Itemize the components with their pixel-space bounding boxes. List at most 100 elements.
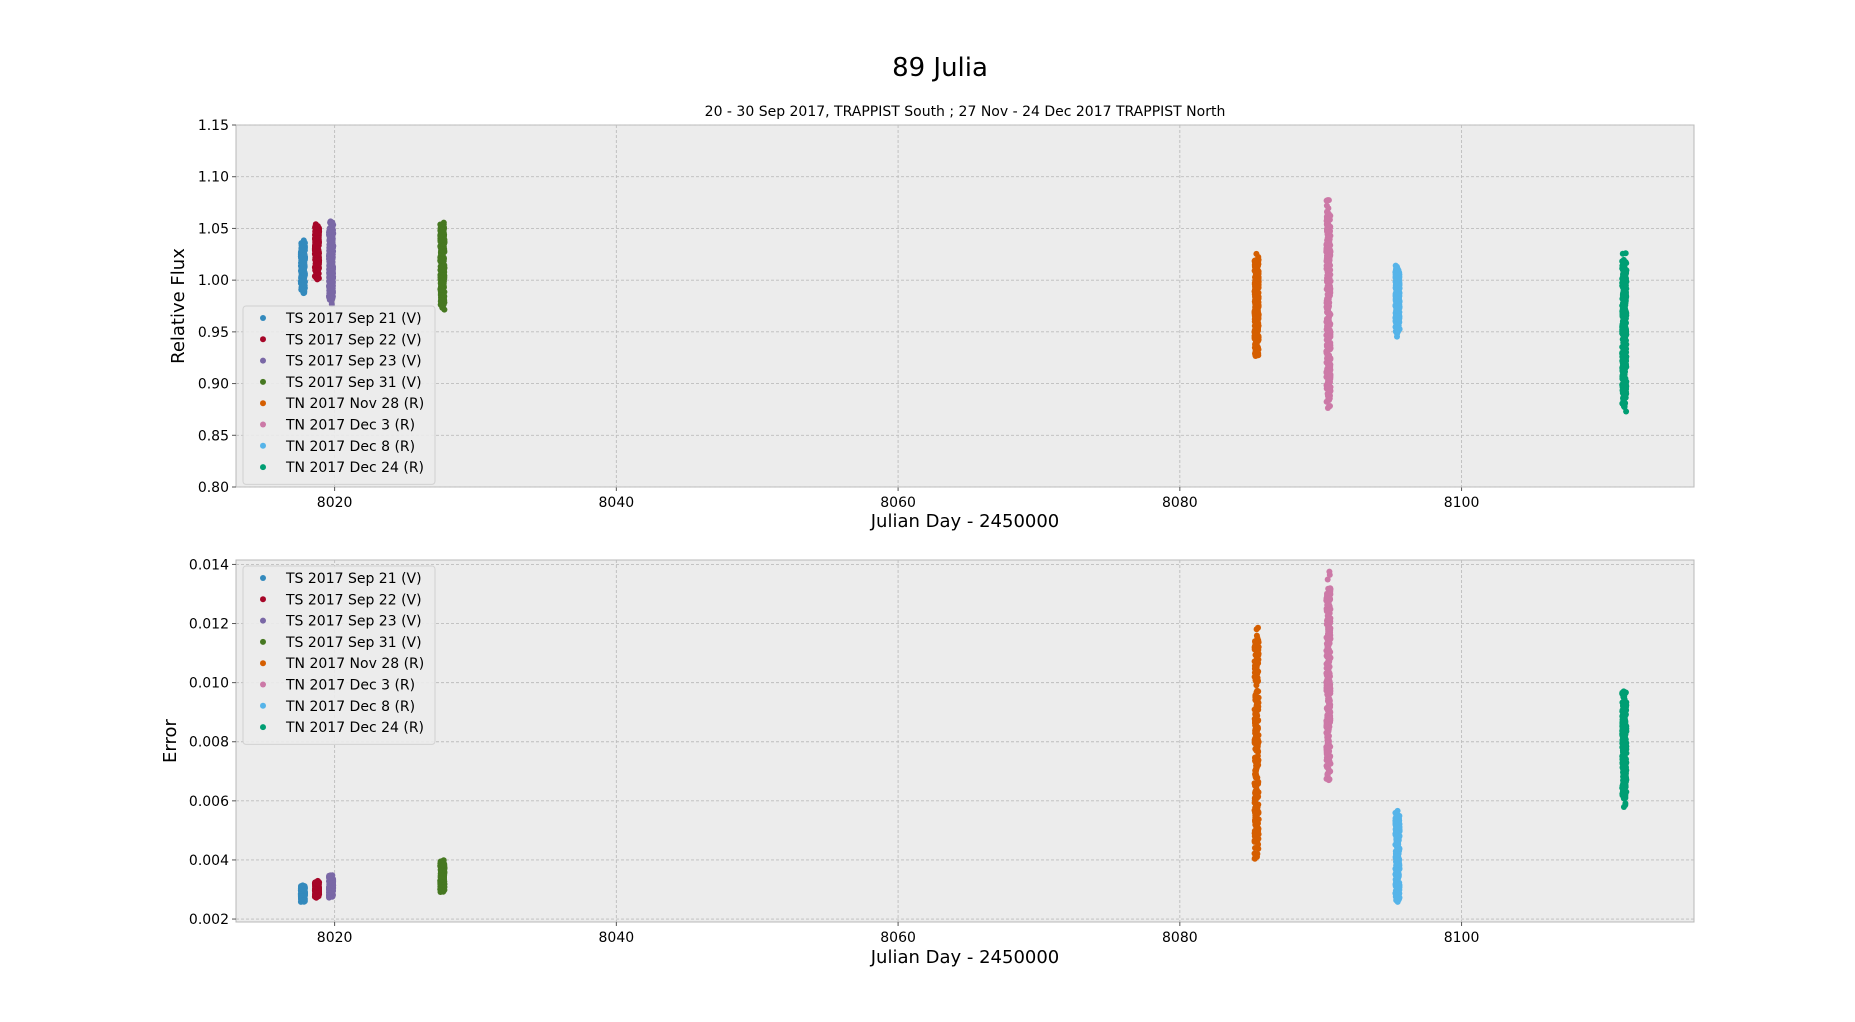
x-tick-label: 8080 [1162, 930, 1198, 946]
data-point [1326, 715, 1333, 722]
data-point [1395, 269, 1402, 276]
x-tick-label: 8040 [599, 495, 635, 511]
data-point [1327, 688, 1334, 694]
data-point [1324, 234, 1331, 241]
data-point [1324, 654, 1331, 661]
legend-label: TS 2017 Sep 22 (V) [285, 592, 422, 608]
data-point [1255, 835, 1262, 842]
data-point [1619, 723, 1626, 730]
legend-marker [260, 724, 266, 731]
y-tick-label: 1.10 [198, 170, 229, 186]
series-0 [297, 882, 308, 905]
data-point [1253, 722, 1260, 729]
y-axis-label: Relative Flux [168, 248, 189, 364]
data-point [1622, 277, 1629, 284]
data-point [1324, 209, 1331, 216]
data-point [1325, 285, 1332, 292]
data-point [1253, 626, 1260, 633]
data-point [1253, 641, 1259, 648]
legend-label: TS 2017 Sep 31 (V) [285, 635, 422, 651]
data-point [1619, 790, 1626, 797]
y-tick-label: 0.010 [189, 676, 229, 692]
data-point [1254, 634, 1261, 641]
series-1 [311, 221, 323, 283]
legend-label: TN 2017 Nov 28 (R) [285, 656, 424, 672]
data-point [1325, 728, 1332, 735]
data-point [1326, 327, 1333, 334]
data-point [439, 279, 446, 286]
legend-marker [260, 357, 266, 364]
x-axis-label: Julian Day - 2450000 [870, 511, 1060, 532]
data-point [1252, 818, 1258, 825]
data-point [1621, 708, 1628, 715]
series-3 [437, 857, 448, 895]
data-point [1324, 216, 1330, 223]
data-point [1252, 258, 1259, 265]
data-point [1254, 756, 1260, 763]
data-point [1623, 319, 1629, 326]
y-tick-label: 0.012 [189, 617, 229, 633]
y-tick-label: 0.014 [189, 557, 229, 573]
data-point [1326, 568, 1333, 575]
data-point [1325, 352, 1332, 359]
data-point [1325, 322, 1332, 329]
legend-marker [260, 421, 266, 428]
legend-label: TN 2017 Dec 24 (R) [285, 460, 424, 476]
data-point [1324, 317, 1331, 324]
data-point [1324, 197, 1331, 204]
y-tick-label: 0.004 [189, 853, 229, 869]
legend-label: TS 2017 Sep 22 (V) [285, 332, 422, 348]
data-point [1325, 624, 1332, 631]
data-point [440, 857, 447, 864]
data-point [1622, 802, 1629, 808]
legend-label: TS 2017 Sep 23 (V) [285, 614, 422, 630]
data-point [1251, 796, 1258, 803]
chart-title: 20 - 30 Sep 2017, TRAPPIST South ; 27 No… [705, 104, 1226, 120]
legend-marker [260, 638, 266, 645]
data-point [1621, 703, 1628, 710]
data-point [1255, 831, 1262, 838]
data-point [329, 872, 336, 879]
data-point [1326, 640, 1333, 647]
data-point [1255, 717, 1261, 724]
legend-label: TN 2017 Dec 8 (R) [285, 439, 415, 455]
y-tick-label: 0.85 [198, 428, 229, 444]
data-point [1252, 790, 1259, 797]
legend-label: TS 2017 Sep 21 (V) [285, 311, 422, 327]
series-4 [1251, 250, 1262, 359]
data-point [1325, 403, 1332, 410]
data-point [1253, 824, 1260, 831]
data-point [314, 223, 321, 230]
y-tick-label: 1.15 [198, 118, 229, 134]
y-tick-label: 1.05 [198, 221, 229, 237]
data-point [439, 226, 446, 233]
data-point [1325, 678, 1332, 685]
data-point [1252, 851, 1259, 858]
data-point [1254, 700, 1261, 707]
x-tick-label: 8080 [1162, 495, 1198, 511]
legend-box [242, 305, 436, 485]
series-2 [326, 872, 337, 901]
data-point [1325, 223, 1332, 230]
data-point [1254, 804, 1261, 811]
x-tick-label: 8040 [599, 930, 635, 946]
data-point [312, 229, 319, 236]
data-point [1619, 690, 1626, 697]
legend-label: TS 2017 Sep 23 (V) [285, 354, 422, 370]
series-2 [326, 218, 337, 308]
y-axis-label: Error [160, 718, 181, 762]
data-point [1621, 734, 1628, 740]
data-point [1252, 669, 1259, 675]
x-tick-label: 8020 [317, 495, 353, 511]
x-tick-label: 8020 [317, 930, 353, 946]
series-7 [1619, 250, 1630, 415]
y-tick-label: 0.95 [198, 325, 229, 341]
data-point [1619, 250, 1626, 257]
data-point [1325, 616, 1332, 623]
data-point [1325, 342, 1332, 349]
legend-label: TN 2017 Dec 3 (R) [285, 678, 415, 694]
data-point [1327, 371, 1334, 378]
y-tick-label: 1.00 [198, 273, 229, 289]
data-point [1326, 397, 1332, 404]
data-point [1621, 266, 1628, 273]
